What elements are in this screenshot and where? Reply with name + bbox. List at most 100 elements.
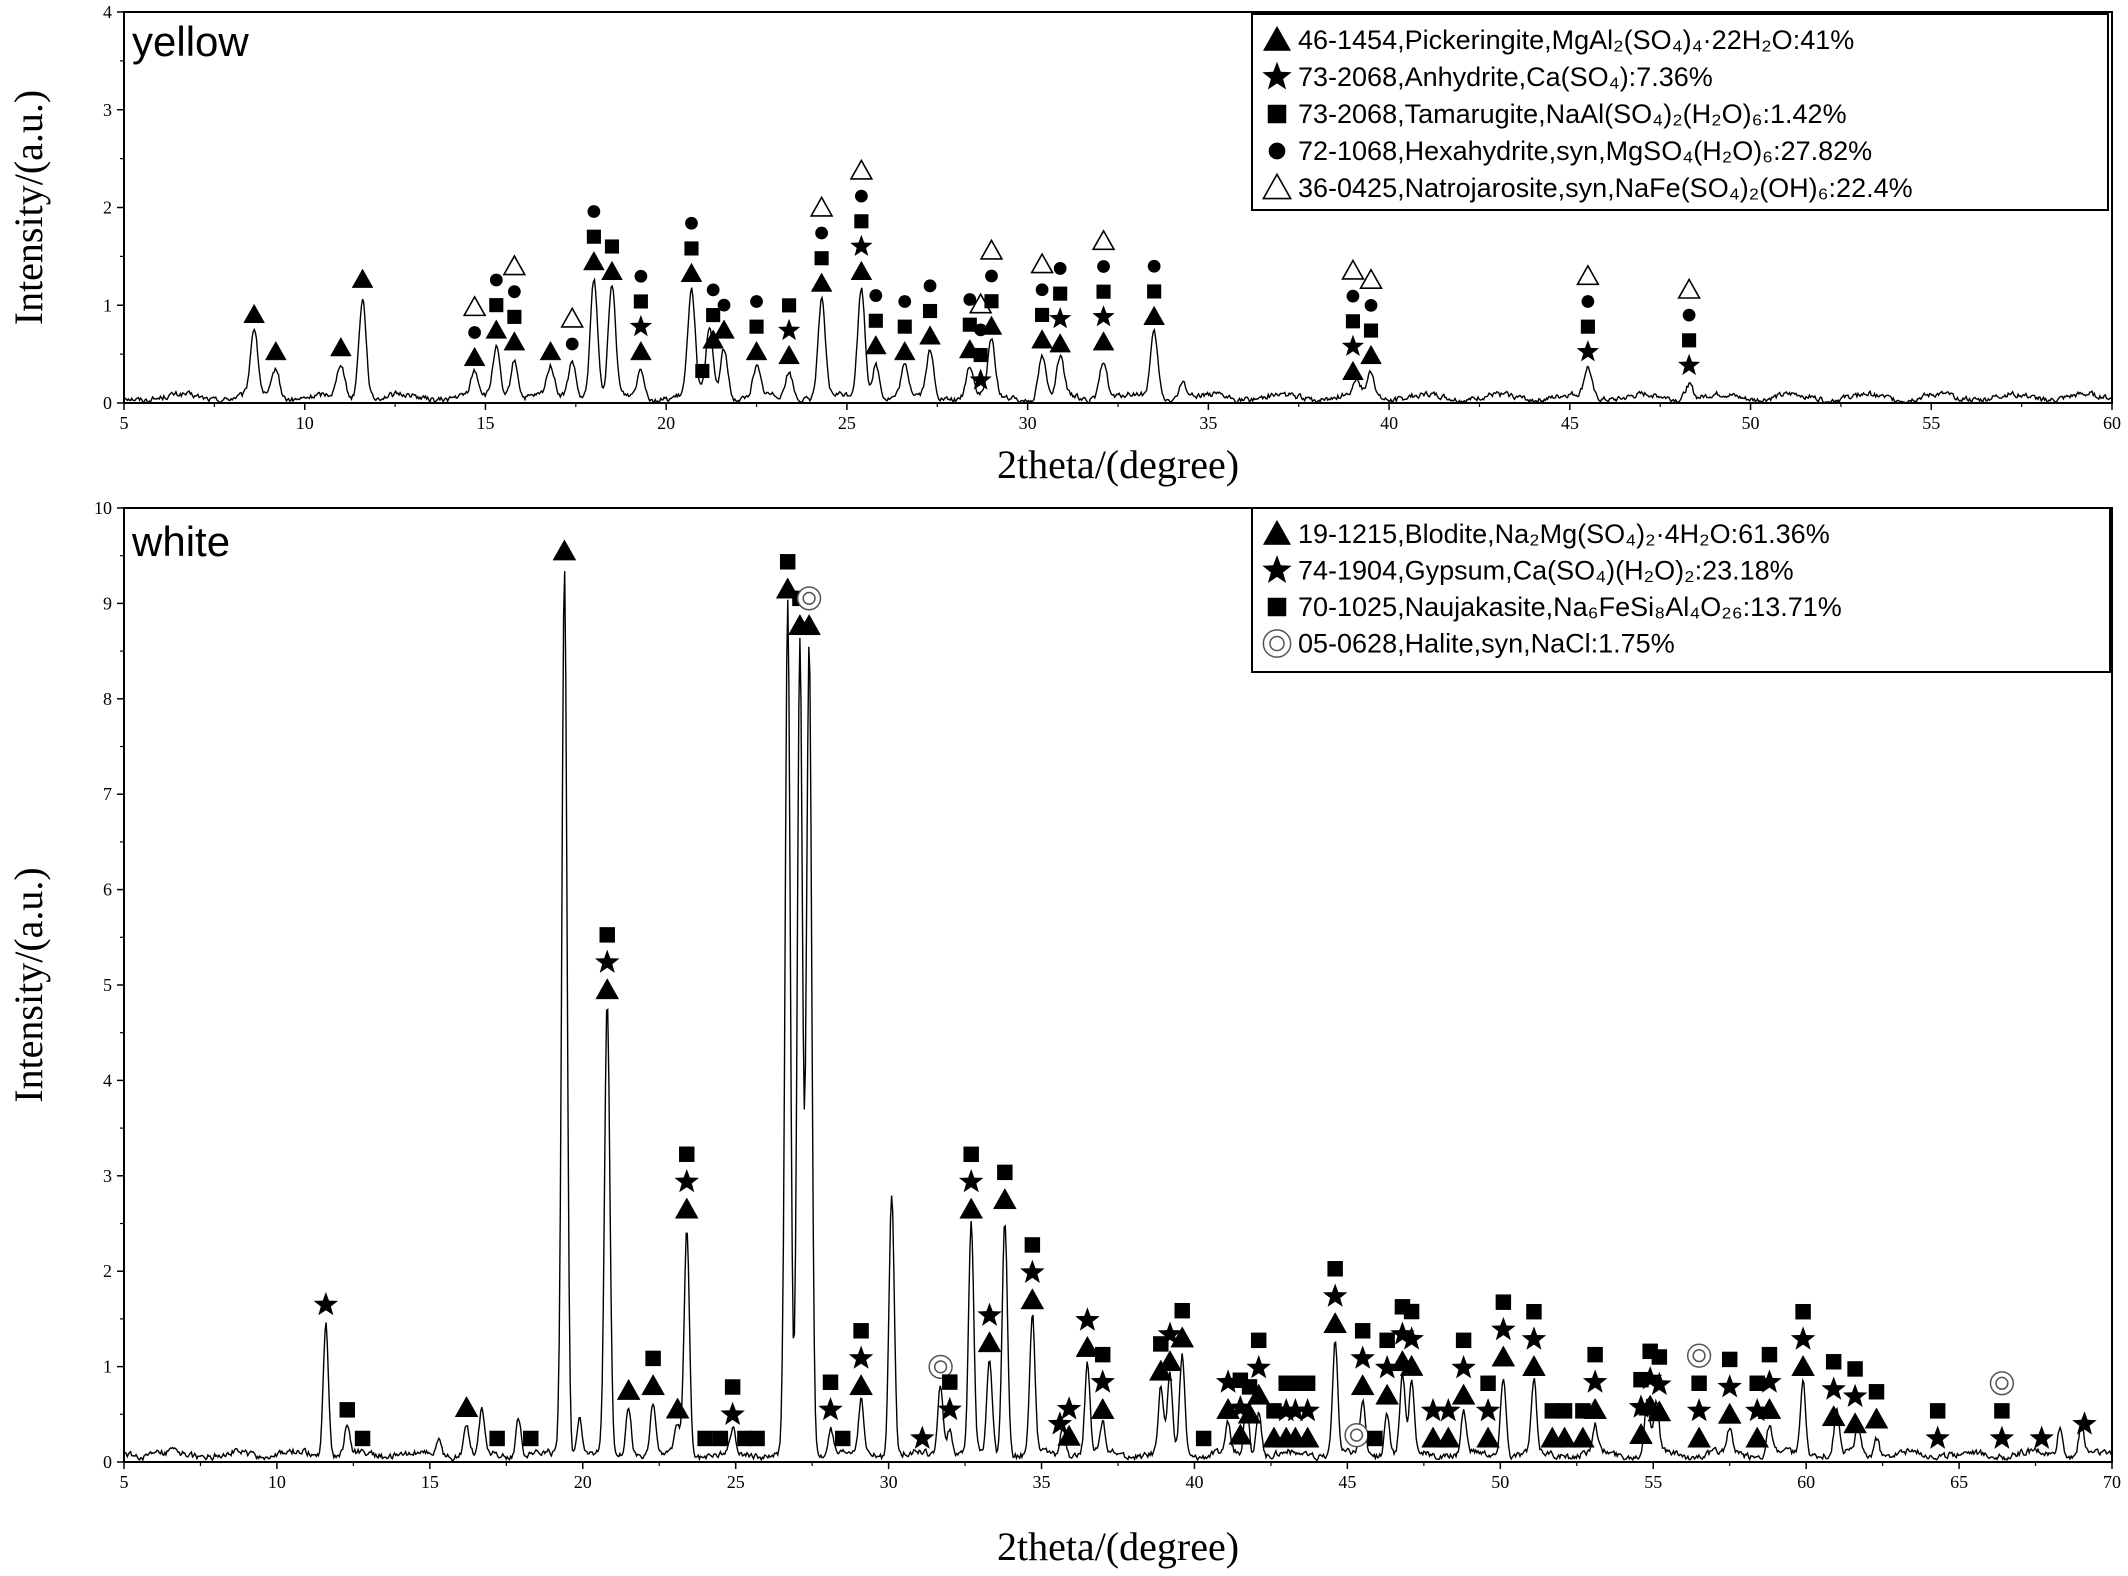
panel-yellow-marker-circle bbox=[489, 273, 503, 287]
panel-yellow-marker-circle bbox=[717, 298, 731, 312]
panel-yellow-xtick-label: 50 bbox=[1742, 413, 1760, 433]
panel-white-xtick-label: 60 bbox=[1797, 1472, 1815, 1492]
panel-yellow-marker-triangle bbox=[1092, 331, 1115, 351]
panel-white-marker-triangle bbox=[665, 1397, 690, 1419]
panel-white-marker-star bbox=[958, 1169, 984, 1193]
panel-white-ytick-label: 10 bbox=[94, 498, 112, 518]
panel-yellow-marker-triangle bbox=[1143, 305, 1165, 325]
panel-white-marker-triangle bbox=[552, 539, 577, 561]
panel-yellow-xtick-label: 25 bbox=[838, 413, 856, 433]
panel-white-marker-triangle bbox=[595, 978, 620, 1000]
panel-yellow-marker-circle bbox=[854, 189, 868, 203]
panel-yellow-marker-triangle bbox=[243, 303, 265, 324]
panel-white-marker-triangle bbox=[1375, 1383, 1399, 1405]
panel-yellow-marker-open-triangle bbox=[1576, 264, 1600, 286]
panel-white-marker-triangle bbox=[1451, 1383, 1476, 1405]
panel-white-marker-triangle bbox=[1399, 1354, 1424, 1376]
panel-white-sample-label: white bbox=[131, 518, 230, 565]
panel-white-marker-triangle bbox=[1323, 1312, 1347, 1334]
panel-white-marker-star bbox=[1790, 1326, 1816, 1350]
panel-white-marker-square bbox=[737, 1430, 753, 1447]
panel-white-marker-star bbox=[1246, 1355, 1271, 1379]
panel-white-x-axis-label: 2theta/(degree) bbox=[997, 1524, 1239, 1569]
panel-yellow-marker-triangle bbox=[980, 315, 1003, 335]
panel-white-marker-double-circle bbox=[1989, 1371, 2015, 1396]
panel-white-marker-square bbox=[822, 1374, 839, 1390]
panel-white-marker-star bbox=[1842, 1383, 1868, 1407]
panel-white-marker-triangle bbox=[977, 1331, 1002, 1353]
panel-white-marker-triangle bbox=[641, 1374, 665, 1396]
panel-yellow-marker-circle bbox=[898, 295, 912, 308]
panel-white-marker-star bbox=[1989, 1425, 2015, 1449]
panel-yellow-marker-triangle bbox=[630, 340, 652, 361]
panel-yellow-marker-open-triangle bbox=[1341, 258, 1365, 280]
panel-yellow-ytick-label: 3 bbox=[103, 100, 112, 120]
panel-white-marker-star bbox=[1757, 1369, 1782, 1393]
panel-yellow-legend bbox=[1251, 13, 2109, 211]
panel-yellow-marker-triangle bbox=[778, 344, 800, 365]
panel-white-marker-square bbox=[354, 1430, 371, 1447]
panel-white-marker-triangle bbox=[1237, 1402, 1262, 1424]
panel-white-marker-square bbox=[1795, 1303, 1811, 1320]
panel-white-xtick-label: 15 bbox=[421, 1472, 439, 1492]
panel-yellow-legend-symbol-open-triangle bbox=[1261, 172, 1293, 200]
panel-white-ytick-label: 1 bbox=[103, 1357, 112, 1377]
panel-white-xtick-label: 65 bbox=[1950, 1472, 1968, 1492]
panel-yellow-marker-star bbox=[1576, 340, 1600, 362]
panel-white-marker-square bbox=[835, 1430, 851, 1447]
panel-white-marker-square bbox=[1024, 1237, 1041, 1253]
panel-white-marker-square bbox=[1287, 1375, 1304, 1391]
panel-white-marker-square bbox=[942, 1374, 958, 1390]
panel-white-marker-square bbox=[779, 554, 796, 570]
panel-yellow-xtick-label: 40 bbox=[1380, 413, 1398, 433]
panel-yellow-ytick-label: 0 bbox=[103, 393, 112, 413]
panel-yellow-xtick-label: 55 bbox=[1922, 413, 1940, 433]
panel-yellow-marker-square bbox=[586, 229, 601, 244]
panel-yellow-marker-square bbox=[489, 298, 504, 313]
panel-white-marker-triangle bbox=[1421, 1426, 1445, 1448]
panel-white-marker-square bbox=[712, 1430, 729, 1447]
panel-white-marker-square bbox=[1455, 1332, 1472, 1349]
panel-white-legend-label: 70-1025,Naujakasite,Na₆FeSi₈Al₄O₂₆:13.71… bbox=[1298, 592, 1842, 622]
panel-white-marker-star bbox=[1090, 1369, 1115, 1393]
panel-yellow-marker-star bbox=[1677, 353, 1701, 376]
panel-white-marker-triangle bbox=[993, 1188, 1017, 1210]
panel-white-marker-square bbox=[1241, 1379, 1258, 1395]
panel-white-marker-star bbox=[1436, 1398, 1461, 1422]
panel-white-marker-square bbox=[1174, 1302, 1190, 1319]
panel-white-marker-square bbox=[1929, 1403, 1946, 1419]
panel-white-legend-symbol-triangle bbox=[1262, 519, 1292, 545]
panel-white-xtick-label: 10 bbox=[268, 1472, 286, 1492]
panel-yellow-marker-square bbox=[1682, 333, 1697, 348]
panel-white-marker-square bbox=[1379, 1332, 1395, 1349]
panel-white-marker-triangle bbox=[1476, 1426, 1500, 1448]
panel-white-marker-square bbox=[1587, 1346, 1603, 1363]
panel-white-marker-square bbox=[1327, 1261, 1343, 1277]
panel-yellow-marker-triangle bbox=[463, 346, 486, 367]
panel-white-marker-triangle bbox=[1436, 1426, 1461, 1448]
panel-white-marker-square bbox=[697, 1430, 713, 1447]
panel-white-marker-star bbox=[1582, 1369, 1608, 1393]
panel-white-ytick-label: 3 bbox=[103, 1166, 112, 1186]
panel-yellow-marker-triangle bbox=[330, 337, 352, 357]
panel-white-xtick-label: 55 bbox=[1644, 1472, 1662, 1492]
panel-white-ytick-label: 7 bbox=[103, 784, 112, 804]
panel-white-legend-label: 19-1215,Blodite,Na₂Mg(SO₄)₂·4H₂O:61.36% bbox=[1298, 519, 1830, 549]
panel-white-marker-triangle bbox=[1228, 1423, 1253, 1445]
panel-white-marker-star bbox=[1717, 1374, 1742, 1398]
panel-white-marker-square bbox=[1094, 1346, 1111, 1363]
panel-white-marker-square bbox=[1495, 1294, 1512, 1310]
panel-white-marker-square bbox=[1354, 1323, 1371, 1339]
panel-white-ytick-label: 6 bbox=[103, 880, 112, 900]
panel-white-marker-square bbox=[997, 1164, 1013, 1181]
panel-white-marker-star bbox=[1056, 1396, 1082, 1420]
panel-white-xtick-label: 25 bbox=[727, 1472, 745, 1492]
panel-white-marker-square bbox=[1761, 1346, 1778, 1363]
panel-white-marker-square bbox=[963, 1146, 979, 1163]
panel-yellow-xtick-label: 5 bbox=[120, 413, 129, 433]
panel-white-ytick-label: 0 bbox=[103, 1452, 112, 1472]
panel-yellow-legend-label: 73-2068,Tamarugite,NaAl(SO₄)₂(H₂O)₆:1.42… bbox=[1298, 99, 1847, 129]
panel-yellow-ytick-label: 1 bbox=[103, 295, 112, 315]
panel-yellow-marker-triangle bbox=[503, 331, 526, 351]
panel-white-xtick-label: 45 bbox=[1338, 1472, 1356, 1492]
